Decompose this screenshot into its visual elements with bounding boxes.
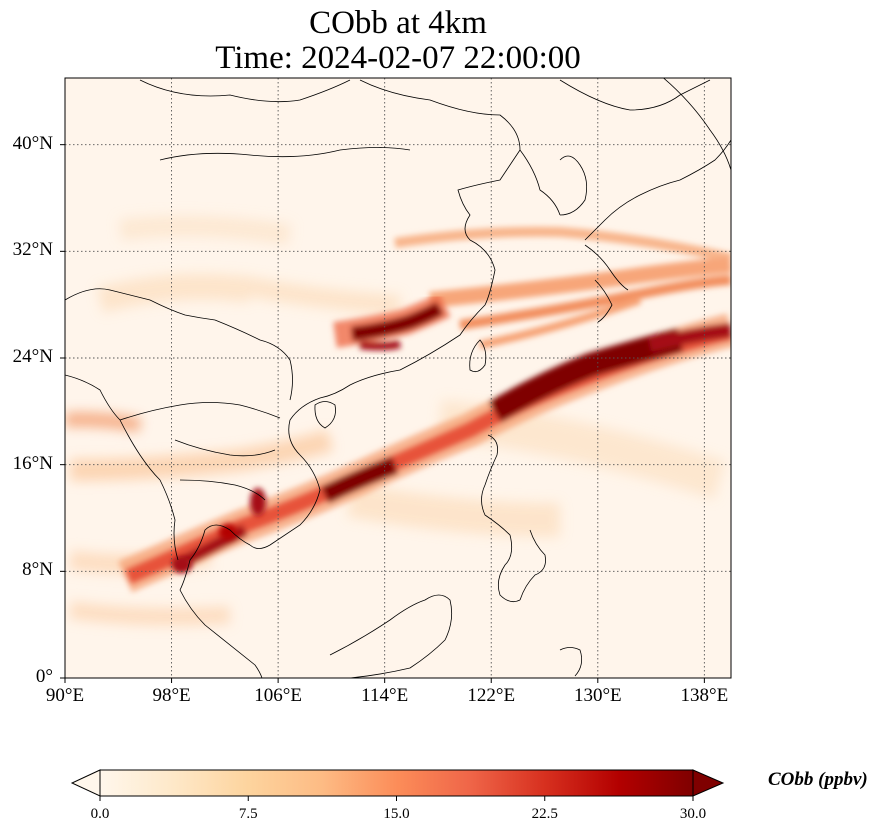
coastlines	[65, 78, 731, 678]
co-concentration-field	[65, 78, 731, 678]
lon-tick-label: 130°E	[573, 685, 622, 706]
colorbar-tick-label: 15.0	[383, 806, 410, 822]
map-figure	[60, 77, 732, 683]
colorbar-tick-label: 22.5	[531, 806, 558, 822]
lon-tick-label: 114°E	[361, 685, 409, 706]
colorbar-label: CObb (ppbv)	[768, 769, 868, 790]
chart-title-line-1: CObb at 4km	[309, 5, 487, 41]
map-gridlines	[65, 78, 731, 678]
lon-tick-label: 122°E	[467, 685, 516, 706]
colorbar-gradient	[99, 769, 694, 797]
lon-tick-label: 138°E	[680, 685, 729, 706]
axis-tick-marks	[60, 144, 705, 683]
colorbar-tick-marks	[99, 796, 694, 801]
lat-tick-label: 32°N	[12, 239, 53, 261]
lat-tick-label: 0°	[35, 666, 53, 687]
map-frame	[64, 77, 732, 679]
taiwan-island	[469, 339, 487, 373]
lon-tick-label: 90°E	[45, 685, 85, 706]
lon-tick-label: 98°E	[152, 685, 191, 706]
lat-tick-label: 24°N	[12, 346, 53, 367]
lat-tick-label: 8°N	[22, 559, 53, 581]
colorbar-tick-label: 0.0	[90, 806, 110, 822]
colorbar-tick-label: 30.0	[679, 806, 707, 822]
lon-tick-label: 106°E	[254, 685, 302, 706]
hainan-island	[314, 401, 336, 429]
chart-title-line-2: Time: 2024-02-07 22:00:00	[215, 40, 581, 76]
colorbar-max-extend	[692, 769, 725, 797]
lat-tick-label: 16°N	[12, 452, 53, 474]
colorbar-tick-label: 7.5	[238, 806, 258, 822]
colorbar	[70, 769, 725, 801]
lat-tick-label: 40°N	[12, 132, 53, 154]
colorbar-min-extend	[70, 769, 101, 797]
